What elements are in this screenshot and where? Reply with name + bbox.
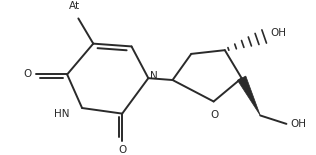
Text: O: O bbox=[118, 145, 126, 155]
Text: O: O bbox=[210, 110, 219, 120]
Text: OH: OH bbox=[290, 119, 306, 129]
Text: At: At bbox=[69, 1, 80, 11]
Text: N: N bbox=[150, 71, 158, 81]
Polygon shape bbox=[237, 76, 260, 115]
Text: O: O bbox=[23, 69, 31, 79]
Text: HN: HN bbox=[53, 109, 69, 119]
Text: OH: OH bbox=[270, 28, 287, 38]
